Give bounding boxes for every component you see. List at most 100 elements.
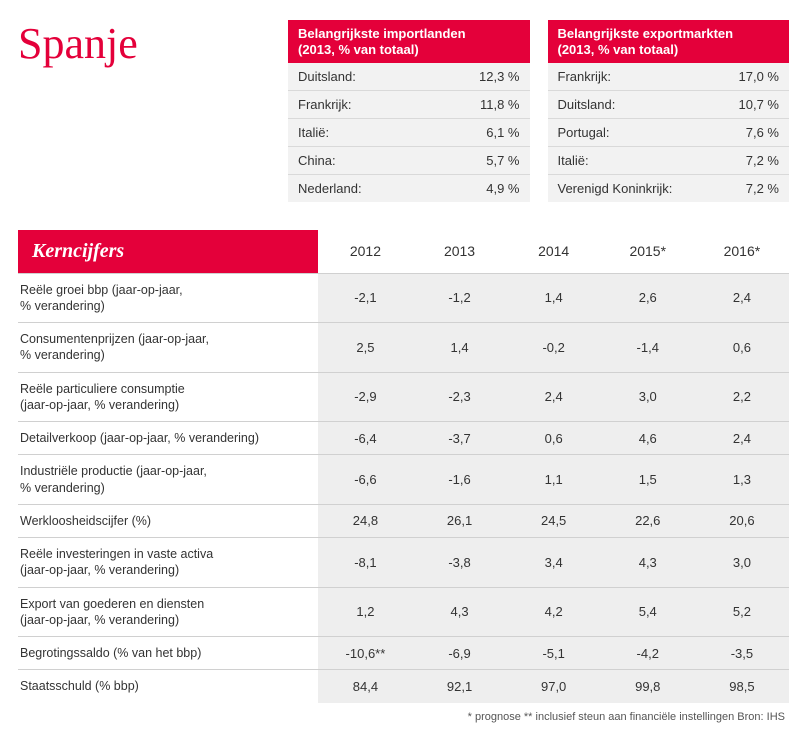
kern-cell: 98,5 — [695, 670, 789, 703]
kern-row: Industriële productie (jaar-op-jaar,% ve… — [18, 455, 789, 505]
kern-body: Reële groei bbp (jaar-op-jaar,% verander… — [18, 273, 789, 703]
exports-row: Verenigd Koninkrijk: 7,2 % — [548, 174, 790, 202]
kern-cell: 4,2 — [507, 587, 601, 637]
kern-cell: 97,0 — [507, 670, 601, 703]
imports-header: Belangrijkste importlanden(2013, % van t… — [288, 20, 530, 63]
kern-cell: 2,4 — [695, 422, 789, 455]
footnote: * prognose ** inclusief steun aan financ… — [18, 711, 789, 723]
exports-country: Frankrijk: — [548, 63, 715, 91]
exports-row: Portugal: 7,6 % — [548, 118, 790, 146]
exports-value: 7,2 % — [714, 174, 789, 202]
exports-value: 7,6 % — [714, 118, 789, 146]
kern-cell: 3,0 — [695, 538, 789, 588]
kern-cell: 1,3 — [695, 455, 789, 505]
country-title: Spanje — [18, 20, 270, 66]
kern-cell: -4,2 — [601, 637, 695, 670]
kern-cell: 2,5 — [318, 323, 412, 373]
imports-row: Frankrijk: 11,8 % — [288, 90, 530, 118]
kern-row: Reële groei bbp (jaar-op-jaar,% verander… — [18, 273, 789, 323]
imports-value: 4,9 % — [428, 174, 529, 202]
kern-cell: -2,1 — [318, 273, 412, 323]
kern-cell: -6,4 — [318, 422, 412, 455]
kern-cell: -6,9 — [412, 637, 506, 670]
kern-cell: 24,5 — [507, 504, 601, 537]
imports-country: Frankrijk: — [288, 90, 428, 118]
kern-cell: -0,2 — [507, 323, 601, 373]
kern-cell: 3,0 — [601, 372, 695, 422]
exports-row: Frankrijk: 17,0 % — [548, 63, 790, 91]
kern-cell: -2,3 — [412, 372, 506, 422]
exports-header: Belangrijkste exportmarkten(2013, % van … — [548, 20, 790, 63]
kern-cell: -3,8 — [412, 538, 506, 588]
kern-row-label: Export van goederen en diensten(jaar-op-… — [18, 587, 318, 637]
kern-row-label: Begrotingssaldo (% van het bbp) — [18, 637, 318, 670]
kern-row: Detailverkoop (jaar-op-jaar, % veranderi… — [18, 422, 789, 455]
kern-row: Begrotingssaldo (% van het bbp) -10,6** … — [18, 637, 789, 670]
exports-country: Portugal: — [548, 118, 715, 146]
kern-cell: 5,4 — [601, 587, 695, 637]
kern-cell: 2,4 — [695, 273, 789, 323]
kern-cell: 99,8 — [601, 670, 695, 703]
imports-body: Duitsland: 12,3 % Frankrijk: 11,8 % Ital… — [288, 63, 530, 202]
imports-value: 12,3 % — [428, 63, 529, 91]
kern-cell: -3,7 — [412, 422, 506, 455]
kern-row-label: Reële investeringen in vaste activa(jaar… — [18, 538, 318, 588]
kern-cell: -5,1 — [507, 637, 601, 670]
kern-cell: 5,2 — [695, 587, 789, 637]
kern-year-2: 2014 — [507, 230, 601, 274]
kern-cell: 84,4 — [318, 670, 412, 703]
kern-cell: -8,1 — [318, 538, 412, 588]
kern-row-label: Werkloosheidscijfer (%) — [18, 504, 318, 537]
imports-country: China: — [288, 146, 428, 174]
kern-cell: -2,9 — [318, 372, 412, 422]
imports-table: Belangrijkste importlanden(2013, % van t… — [288, 20, 530, 202]
imports-row: China: 5,7 % — [288, 146, 530, 174]
kern-cell: 3,4 — [507, 538, 601, 588]
exports-value: 17,0 % — [714, 63, 789, 91]
exports-body: Frankrijk: 17,0 % Duitsland: 10,7 % Port… — [548, 63, 790, 202]
exports-value: 7,2 % — [714, 146, 789, 174]
imports-country: Nederland: — [288, 174, 428, 202]
imports-value: 11,8 % — [428, 90, 529, 118]
kern-cell: 2,6 — [601, 273, 695, 323]
kern-cell: -1,6 — [412, 455, 506, 505]
kern-cell: 1,4 — [412, 323, 506, 373]
kern-cell: 26,1 — [412, 504, 506, 537]
kern-header-row: Kerncijfers 2012 2013 2014 2015* 2016* — [18, 230, 789, 274]
kern-row: Staatsschuld (% bbp) 84,4 92,1 97,0 99,8… — [18, 670, 789, 703]
exports-row: Duitsland: 10,7 % — [548, 90, 790, 118]
exports-row: Italië: 7,2 % — [548, 146, 790, 174]
kern-cell: 1,5 — [601, 455, 695, 505]
imports-country: Duitsland: — [288, 63, 428, 91]
kern-cell: 1,1 — [507, 455, 601, 505]
imports-country: Italië: — [288, 118, 428, 146]
imports-row: Duitsland: 12,3 % — [288, 63, 530, 91]
kern-cell: 4,6 — [601, 422, 695, 455]
kern-row-label: Detailverkoop (jaar-op-jaar, % veranderi… — [18, 422, 318, 455]
kern-cell: 2,2 — [695, 372, 789, 422]
kern-cell: 22,6 — [601, 504, 695, 537]
kern-year-3: 2015* — [601, 230, 695, 274]
kern-header-label: Kerncijfers — [18, 230, 318, 274]
kern-cell: 4,3 — [412, 587, 506, 637]
imports-row: Italië: 6,1 % — [288, 118, 530, 146]
imports-value: 5,7 % — [428, 146, 529, 174]
kern-cell: -1,2 — [412, 273, 506, 323]
exports-country: Italië: — [548, 146, 715, 174]
kern-cell: -6,6 — [318, 455, 412, 505]
kern-cell: 0,6 — [507, 422, 601, 455]
kern-cell: -1,4 — [601, 323, 695, 373]
kern-row-label: Staatsschuld (% bbp) — [18, 670, 318, 703]
kern-year-1: 2013 — [412, 230, 506, 274]
kern-row: Reële investeringen in vaste activa(jaar… — [18, 538, 789, 588]
kern-row: Export van goederen en diensten(jaar-op-… — [18, 587, 789, 637]
kern-year-0: 2012 — [318, 230, 412, 274]
kern-cell: 24,8 — [318, 504, 412, 537]
kern-row: Reële particuliere consumptie(jaar-op-ja… — [18, 372, 789, 422]
kern-cell: 4,3 — [601, 538, 695, 588]
kern-row-label: Consumentenprijzen (jaar-op-jaar,% veran… — [18, 323, 318, 373]
kern-cell: 1,2 — [318, 587, 412, 637]
kern-year-4: 2016* — [695, 230, 789, 274]
kern-row-label: Reële particuliere consumptie(jaar-op-ja… — [18, 372, 318, 422]
kern-cell: 2,4 — [507, 372, 601, 422]
